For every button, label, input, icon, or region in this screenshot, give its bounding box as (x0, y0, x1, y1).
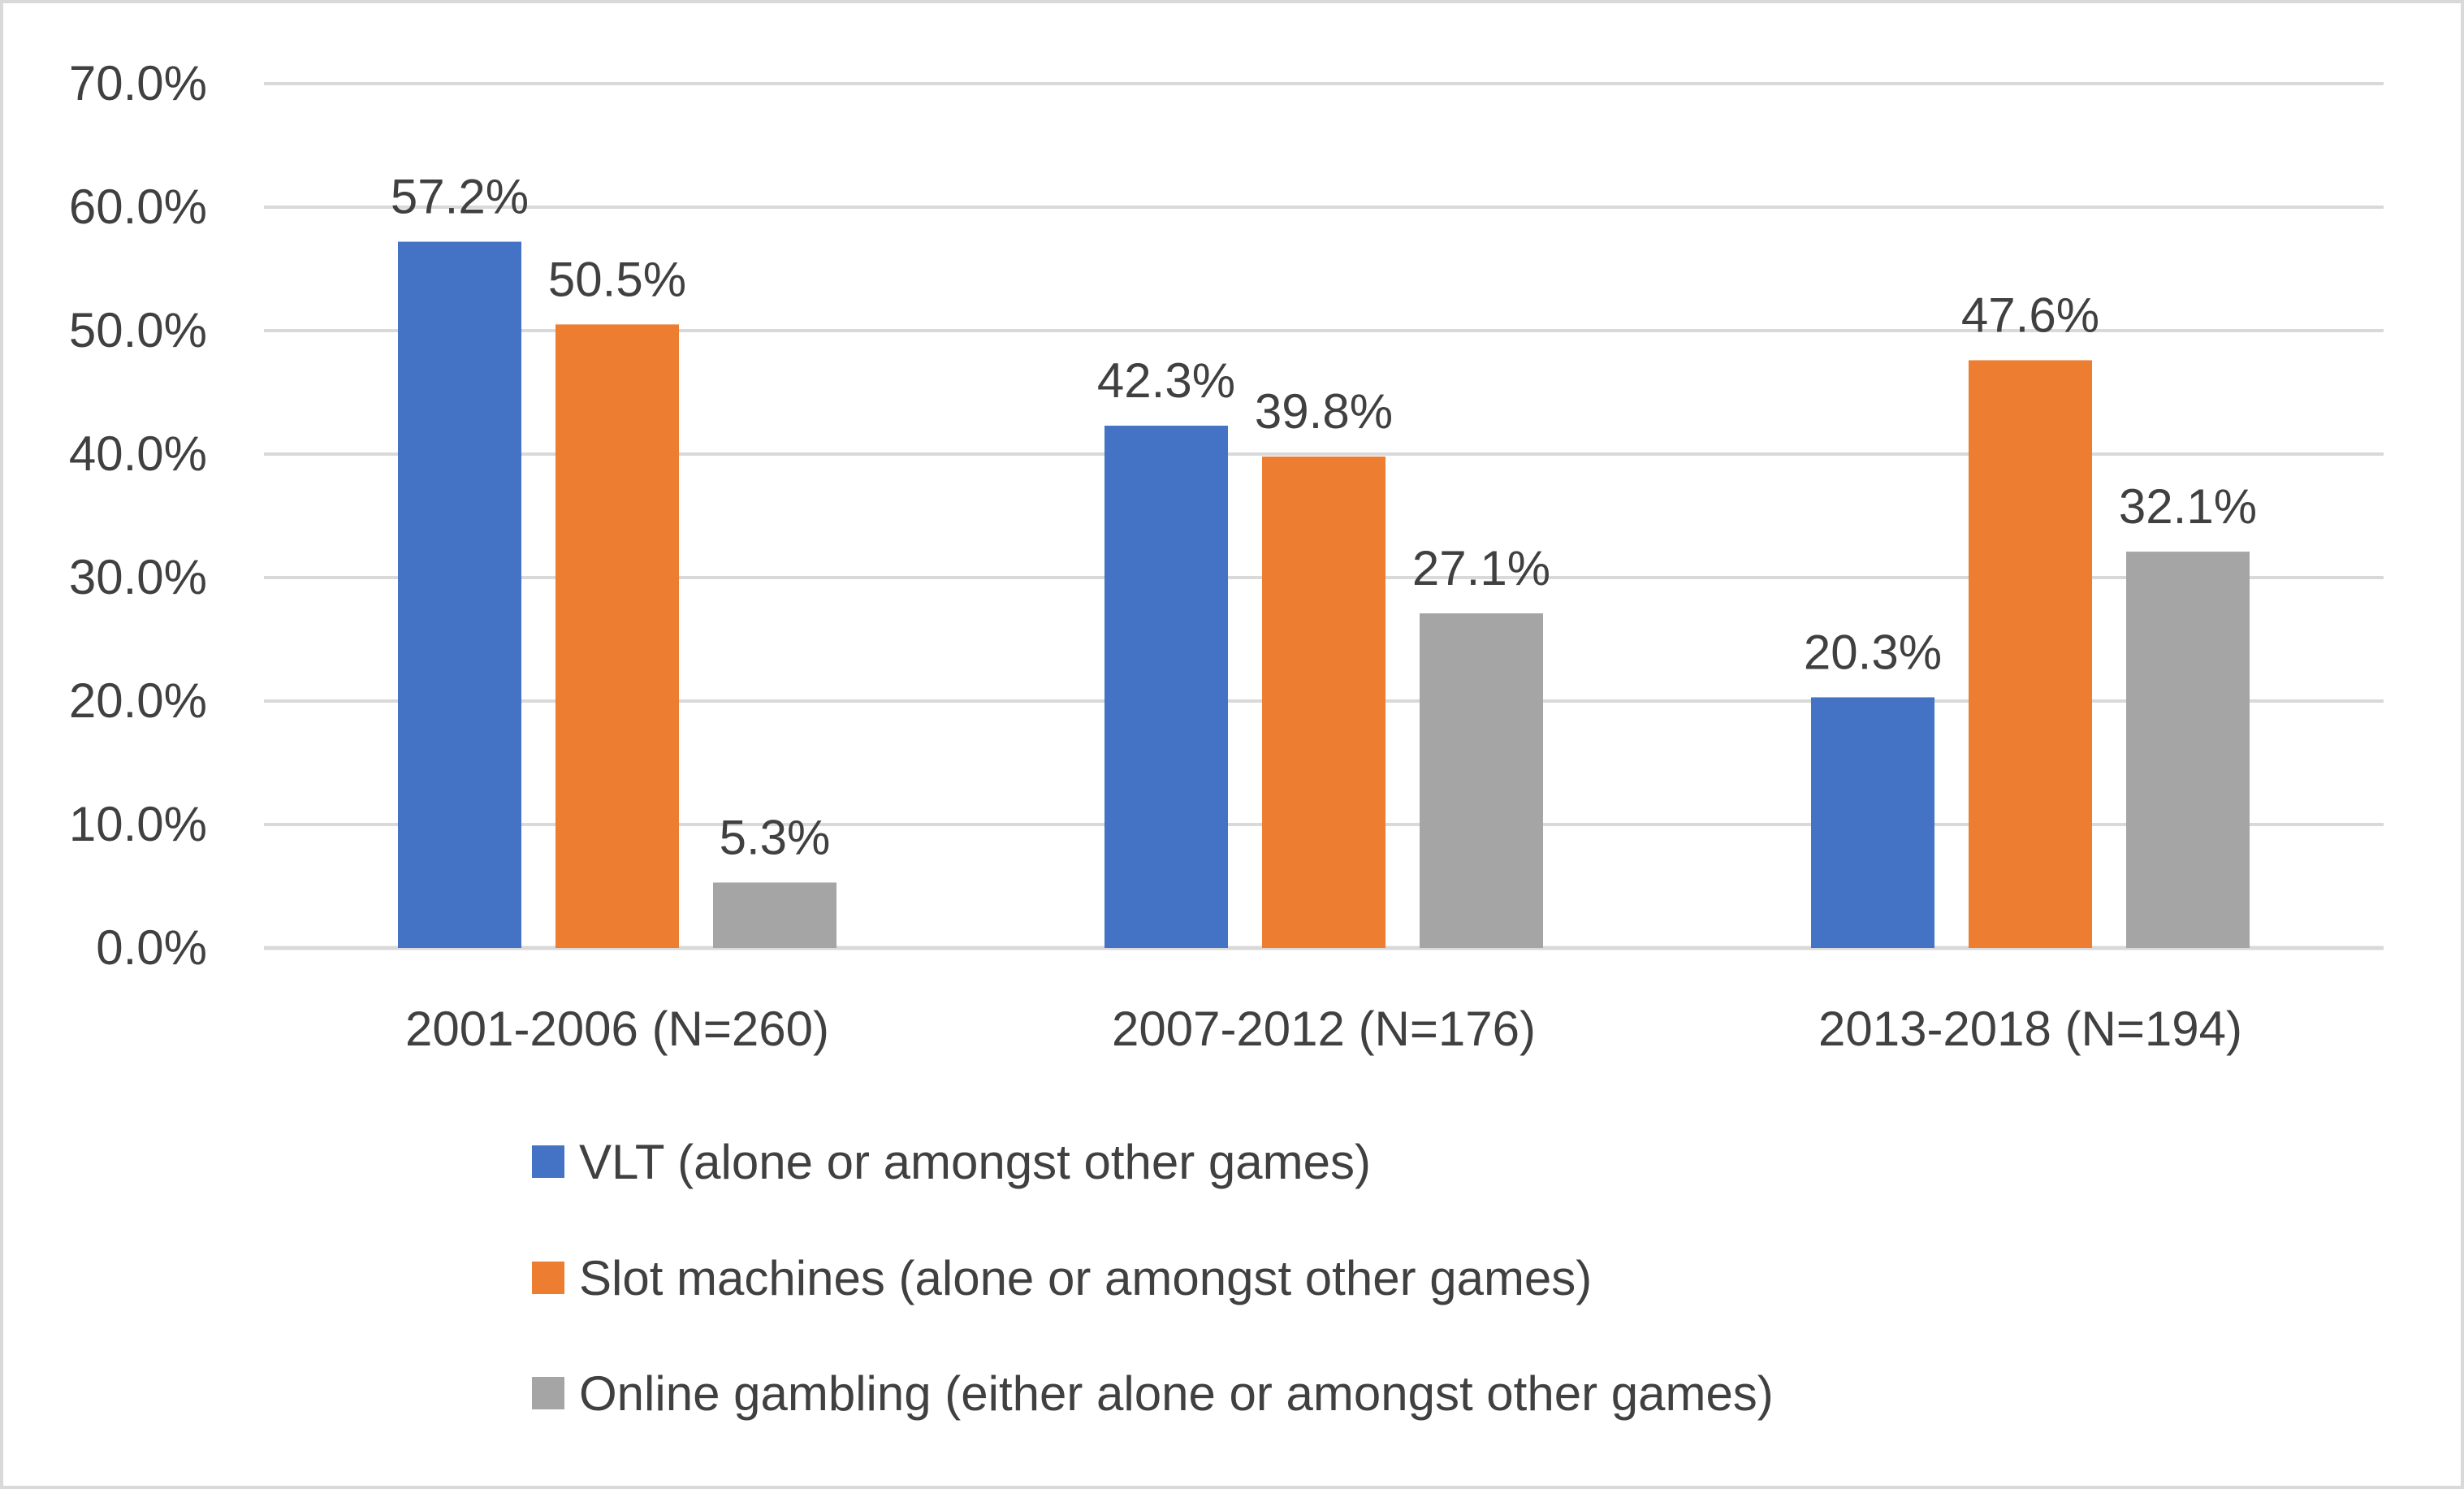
x-tick-label: 2013-2018 (N=194) (1818, 1002, 2242, 1056)
bar-vlt-1 (1104, 426, 1228, 948)
bars (398, 241, 2250, 949)
data-label: 57.2% (391, 170, 529, 224)
bar-vlt-2 (1811, 697, 1934, 948)
y-tick-label: 30.0% (69, 550, 207, 604)
data-label: 42.3% (1097, 353, 1235, 408)
y-tick-label: 0.0% (96, 920, 207, 975)
data-label: 39.8% (1255, 384, 1393, 439)
data-label: 5.3% (720, 810, 831, 864)
legend-swatch (532, 1145, 564, 1178)
data-label: 50.5% (548, 252, 686, 306)
y-tick-label: 10.0% (69, 797, 207, 851)
y-axis-ticks: 0.0% 10.0% 20.0% 30.0% 40.0% 50.0% 60.0% 70.0% (69, 56, 207, 975)
data-labels: 57.2% 50.5% 5.3% 42.3% 39.8% 27.1% 20.3% 47.6% 3… (391, 170, 2257, 865)
x-axis-ticks: 2001-2006 (N=260) 2007-2012 (N=176) 2013-2… (405, 1002, 2242, 1056)
legend-swatch (532, 1262, 564, 1294)
legend-swatch (532, 1377, 564, 1409)
data-label: 27.1% (1412, 541, 1550, 595)
legend-label: Slot machines (alone or amongst other ga… (579, 1251, 1592, 1305)
legend-label: VLT (alone or amongst other games) (579, 1135, 1371, 1189)
bar-online-gambling-0 (713, 882, 836, 948)
y-tick-label: 50.0% (69, 303, 207, 357)
legend-label: Online gambling (either alone or amongst… (579, 1366, 1774, 1421)
x-tick-label: 2007-2012 (N=176) (1112, 1002, 1536, 1056)
legend: VLT (alone or amongst other games) Slot m… (532, 1135, 1774, 1421)
data-label: 47.6% (1961, 288, 2099, 342)
y-tick-label: 60.0% (69, 180, 207, 234)
bar-vlt-0 (398, 241, 521, 948)
data-label: 32.1% (2119, 479, 2257, 534)
y-tick-label: 40.0% (69, 426, 207, 481)
bar-slot-machines-0 (555, 324, 679, 948)
bar-online-gambling-1 (1420, 613, 1543, 948)
bar-online-gambling-2 (2126, 552, 2250, 948)
y-tick-label: 70.0% (69, 56, 207, 110)
y-tick-label: 20.0% (69, 673, 207, 728)
x-tick-label: 2001-2006 (N=260) (405, 1002, 829, 1056)
bar-slot-machines-1 (1262, 457, 1385, 948)
data-label: 20.3% (1804, 625, 1942, 679)
bar-slot-machines-2 (1969, 360, 2092, 949)
